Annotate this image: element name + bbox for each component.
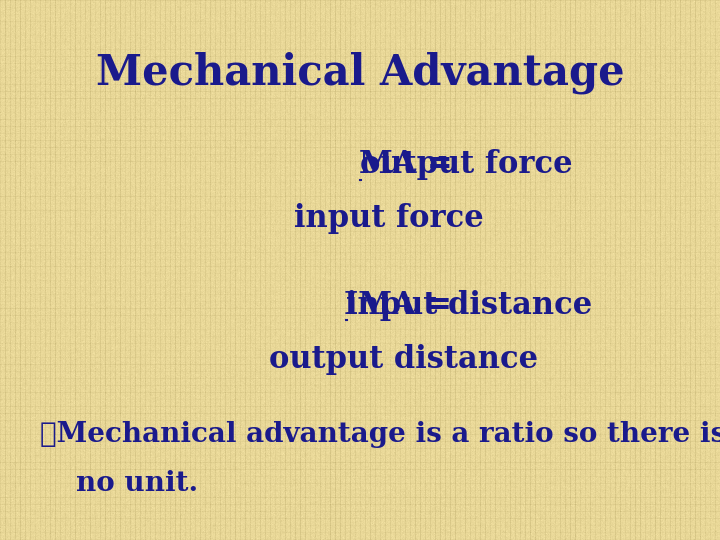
Text: no unit.: no unit.	[76, 470, 198, 497]
Text: IMA =: IMA =	[344, 289, 463, 321]
Text: ➤Mechanical advantage is a ratio so there is: ➤Mechanical advantage is a ratio so ther…	[40, 421, 720, 448]
Text: input force: input force	[294, 203, 484, 234]
Text: MA =: MA =	[359, 149, 463, 180]
Text: output force: output force	[360, 149, 572, 180]
Text: input distance: input distance	[346, 289, 592, 321]
Text: Mechanical Advantage: Mechanical Advantage	[96, 52, 624, 94]
Text: output distance: output distance	[269, 343, 538, 375]
